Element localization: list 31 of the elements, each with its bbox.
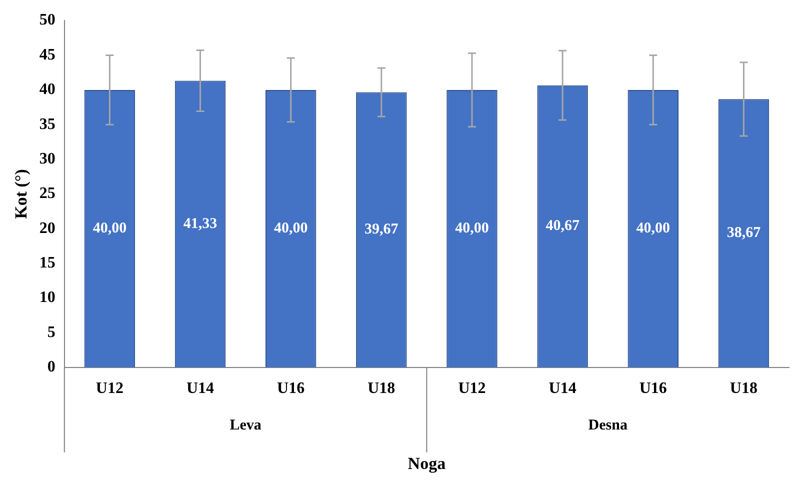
y-axis-title: Kot (°) [12,169,31,219]
y-tick-label: 40 [39,81,56,98]
x-tick-label: U12 [96,380,124,398]
data-label: 40,00 [274,220,308,237]
x-tick-label: U16 [277,380,305,398]
x-tick-label: U16 [639,380,667,398]
y-tick-label: 45 [39,46,56,64]
data-label: 40,00 [455,220,489,237]
y-tick-label: 30 [39,150,56,168]
text: Desna [588,417,628,434]
data-label: 40,00 [92,220,127,237]
y-tick-label: 20 [39,220,56,237]
data-label: 41,33 [183,216,218,232]
data-label: 40,67 [546,218,580,234]
y-tick-label: 10 [39,289,56,306]
y-tick-label: 5 [47,324,56,341]
x-tick-label: U12 [458,380,486,398]
y-tick-label: 0 [47,358,56,376]
data-label: 39,67 [364,222,399,238]
data-label: 38,67 [726,225,762,242]
x-tick-label: U18 [730,380,758,398]
y-tick-label: 35 [39,116,56,133]
text: Leva [230,417,262,434]
data-label: 40,00 [636,220,670,237]
x-tick-label: U18 [368,380,396,398]
y-tick-label: 15 [39,254,56,272]
y-tick-label: 25 [39,185,56,202]
y-tick-label: 50 [39,12,56,29]
x-axis-title: Noga [408,454,446,474]
x-tick-label: U14 [186,380,214,398]
x-tick-label: U14 [548,380,576,398]
